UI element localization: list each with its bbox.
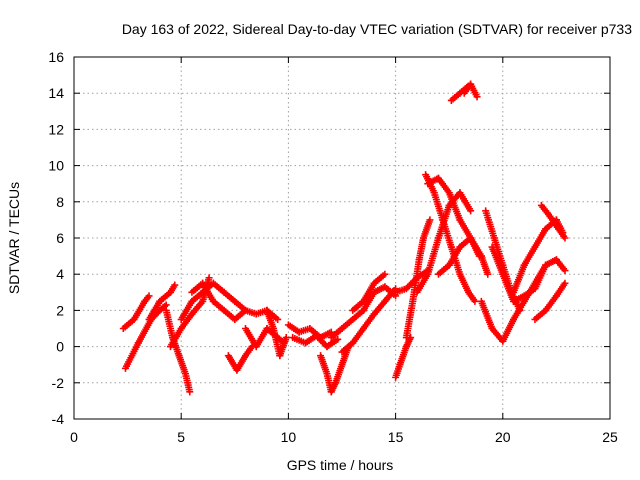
data-point (464, 82, 472, 90)
data-point (484, 270, 492, 278)
data-point (561, 279, 569, 287)
y-tick-label: 8 (56, 194, 64, 210)
series-s32 (520, 256, 569, 305)
y-tick-label: 12 (48, 121, 64, 137)
y-tick-label: -2 (52, 375, 65, 391)
data-point (274, 315, 282, 323)
data-point (516, 306, 524, 314)
data-point (473, 93, 481, 101)
series-s18 (392, 334, 415, 381)
x-axis-label: GPS time / hours (287, 457, 394, 473)
x-tick-labels: 0 5 10 15 20 25 (70, 429, 618, 445)
data-point (426, 216, 434, 224)
y-tick-label: -4 (52, 411, 65, 427)
x-tick-label: 5 (177, 429, 185, 445)
y-tick-labels: -4 -2 0 2 4 6 8 10 12 14 16 (48, 49, 64, 427)
y-tick-label: 0 (56, 339, 64, 355)
series-s16 (338, 285, 400, 356)
y-tick-label: 10 (48, 158, 64, 174)
series-s1 (119, 292, 153, 332)
y-tick-label: 2 (56, 302, 64, 318)
data-point (205, 274, 213, 282)
data-point (471, 297, 479, 305)
series-s2 (121, 301, 170, 372)
series-s26 (447, 82, 472, 104)
series-s6 (177, 279, 228, 323)
series-s29 (482, 207, 524, 314)
data-point (145, 292, 153, 300)
y-tick-label: 14 (48, 85, 64, 101)
series-s7 (188, 279, 250, 323)
y-tick-label: 16 (48, 49, 64, 65)
series-s8 (224, 343, 256, 374)
series-s12 (284, 321, 335, 342)
x-tick-label: 15 (388, 429, 404, 445)
y-tick-label: 4 (56, 266, 64, 282)
data-point (282, 334, 290, 342)
data-point (561, 234, 569, 242)
chart-title: Day 163 of 2022, Sidereal Day-to-day VTE… (122, 21, 632, 37)
series-s13 (289, 332, 342, 351)
axis-ticks (73, 56, 611, 420)
series-s31 (537, 201, 569, 242)
series-s11 (263, 306, 290, 360)
series-s24 (434, 234, 492, 278)
x-tick-label: 0 (70, 429, 78, 445)
x-tick-label: 10 (281, 429, 297, 445)
series-s3 (145, 281, 179, 323)
data-point (381, 270, 389, 278)
data-point (171, 281, 179, 289)
data-point (467, 207, 475, 215)
series-s23 (413, 189, 475, 296)
x-tick-label: 20 (495, 429, 511, 445)
data-points (119, 80, 569, 396)
data-point (561, 267, 569, 275)
data-point (186, 388, 194, 396)
series-s9 (220, 288, 282, 323)
series-s17 (349, 270, 389, 314)
series-s33 (531, 279, 569, 323)
x-tick-label: 25 (602, 429, 618, 445)
y-tick-label: 6 (56, 230, 64, 246)
y-axis-label: SDTVAR / TECUs (6, 182, 22, 294)
data-point (334, 335, 342, 343)
